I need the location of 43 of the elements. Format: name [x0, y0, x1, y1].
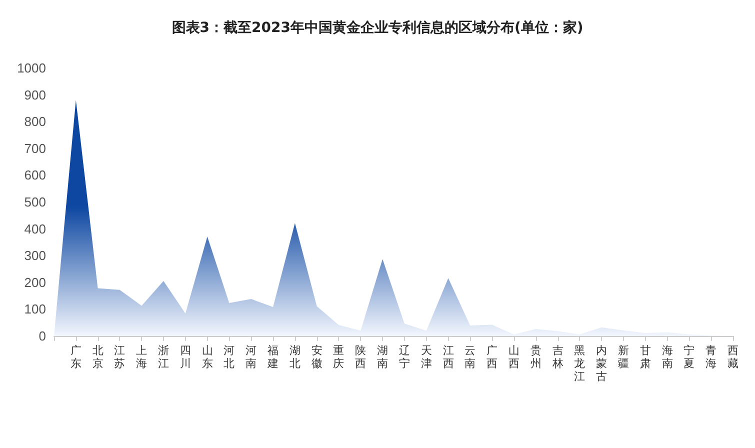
- x-tick-label: 广西: [486, 344, 498, 370]
- x-tick-label: 四川: [180, 344, 191, 370]
- x-tick-label: 海南: [662, 344, 673, 370]
- x-tick-label: 西藏: [728, 344, 738, 370]
- x-tick-label: 河南: [246, 344, 257, 370]
- x-tick-label: 陕西: [355, 344, 366, 370]
- y-tick-label: 800: [24, 114, 46, 130]
- x-tick-label: 辽宁: [398, 344, 410, 370]
- x-tick-label: 重庆: [333, 344, 344, 370]
- x-tick-label: 吉林: [551, 344, 564, 370]
- x-tick-label: 甘肃: [640, 344, 651, 370]
- x-tick-label: 江苏: [114, 344, 126, 370]
- y-tick-label: 200: [24, 274, 46, 290]
- x-tick-label: 宁夏: [684, 344, 695, 370]
- x-tick-label: 北京: [92, 344, 104, 370]
- y-tick-label: 1000: [17, 60, 46, 76]
- x-tick-label: 山东: [202, 344, 213, 370]
- y-tick-label: 500: [24, 194, 46, 210]
- x-tick-label: 内蒙古: [596, 344, 608, 383]
- x-tick-label: 黑龙江: [574, 344, 586, 383]
- x-tick-label: 江西: [442, 344, 454, 370]
- x-tick-label: 福建: [266, 344, 279, 370]
- x-tick-label: 安徽: [311, 344, 322, 370]
- x-tick-label: 新疆: [618, 344, 629, 370]
- x-tick-label: 云南: [464, 344, 476, 370]
- y-tick-label: 0: [38, 328, 46, 344]
- x-tick-label: 山西: [508, 344, 520, 370]
- y-tick-label: 900: [24, 87, 46, 102]
- x-tick-label: 贵州: [530, 344, 542, 370]
- y-tick-label: 400: [24, 221, 46, 236]
- y-tick-label: 100: [24, 302, 46, 317]
- x-tick-label: 青海: [706, 344, 717, 370]
- x-tick-label: 浙江: [158, 344, 170, 370]
- x-tick-label: 上海: [136, 344, 148, 370]
- chart-title: 图表3：截至2023年中国黄金企业专利信息的区域分布(单位：家): [172, 19, 584, 36]
- y-tick-label: 600: [24, 168, 46, 183]
- x-tick-label: 广东: [70, 344, 82, 370]
- x-tick-label: 湖南: [377, 344, 388, 370]
- x-tick-label: 河北: [224, 344, 235, 370]
- x-tick-label: 天津: [420, 344, 432, 370]
- y-tick-label: 700: [24, 140, 46, 156]
- y-tick-label: 300: [24, 248, 46, 264]
- x-tick-label: 湖北: [289, 344, 300, 370]
